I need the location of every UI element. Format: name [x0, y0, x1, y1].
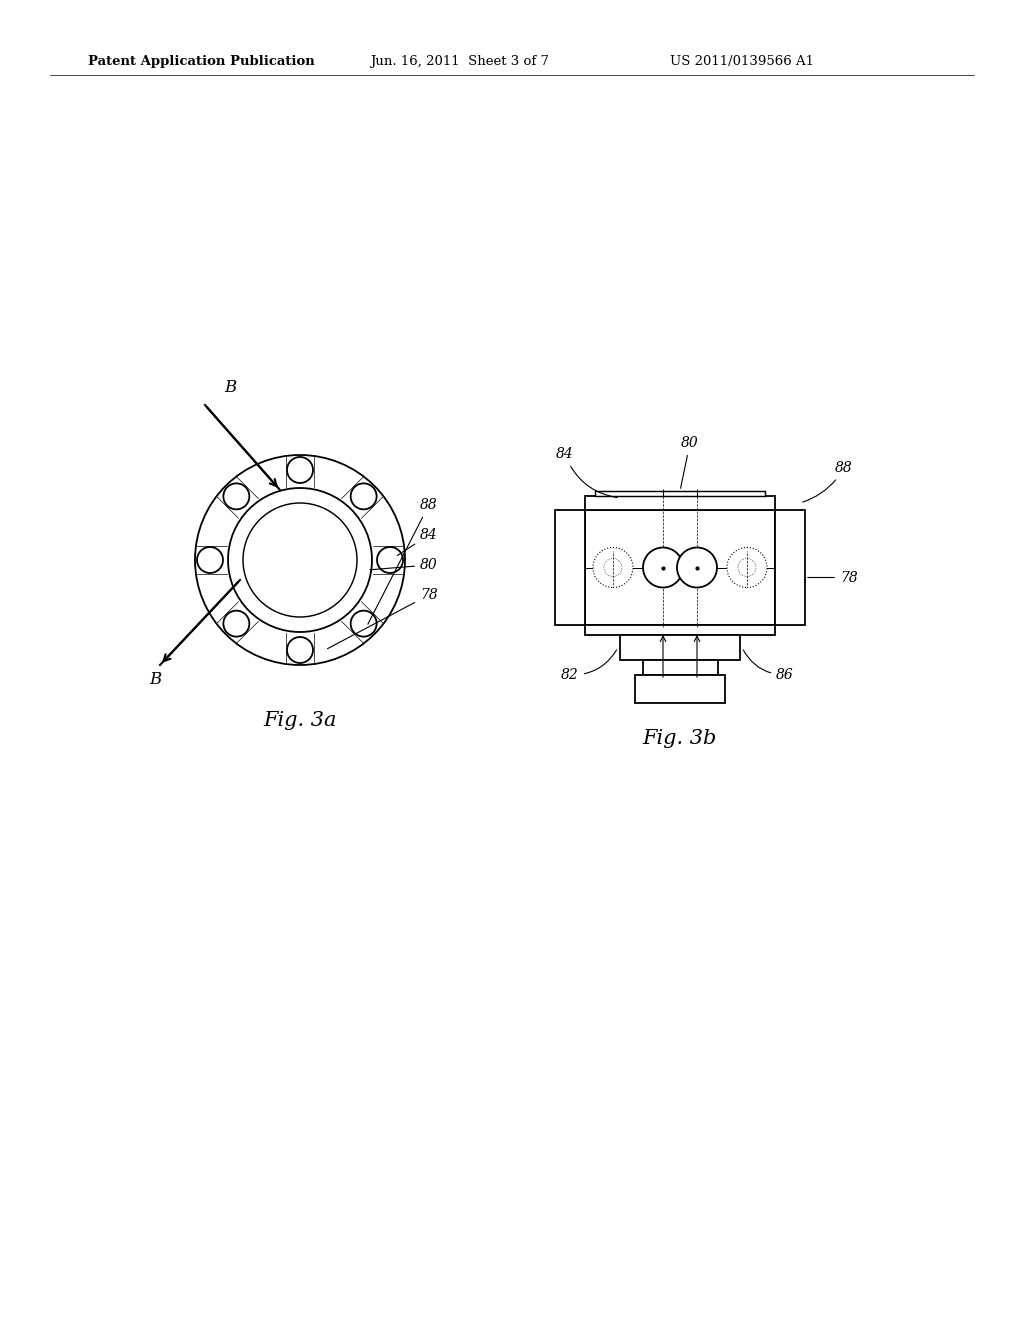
Text: 78: 78: [808, 570, 858, 585]
Bar: [595, 491, 765, 496]
Circle shape: [228, 488, 372, 632]
Circle shape: [195, 455, 406, 665]
Bar: [555, 510, 585, 624]
Circle shape: [197, 546, 223, 573]
Text: US 2011/0139566 A1: US 2011/0139566 A1: [670, 55, 814, 69]
Text: 86: 86: [743, 649, 794, 682]
Circle shape: [350, 611, 377, 636]
Text: 84: 84: [397, 528, 437, 556]
Text: 78: 78: [328, 587, 437, 648]
Bar: [585, 624, 775, 635]
Bar: [585, 496, 775, 510]
Text: Fig. 3a: Fig. 3a: [263, 710, 337, 730]
Circle shape: [223, 611, 250, 636]
Bar: [585, 510, 775, 624]
Text: 80: 80: [681, 436, 698, 488]
Bar: [635, 675, 725, 704]
Circle shape: [677, 548, 717, 587]
Text: B: B: [224, 379, 237, 396]
Text: Fig. 3b: Fig. 3b: [643, 729, 717, 747]
Text: 84: 84: [556, 447, 617, 498]
Text: 80: 80: [370, 558, 437, 572]
Text: Jun. 16, 2011  Sheet 3 of 7: Jun. 16, 2011 Sheet 3 of 7: [370, 55, 549, 69]
Circle shape: [377, 546, 403, 573]
Circle shape: [350, 483, 377, 510]
Bar: [620, 635, 740, 660]
Text: 88: 88: [368, 498, 437, 624]
Circle shape: [287, 457, 313, 483]
Text: 82: 82: [561, 649, 616, 682]
Circle shape: [287, 638, 313, 663]
Text: 88: 88: [803, 461, 853, 502]
Circle shape: [243, 503, 357, 616]
Circle shape: [643, 548, 683, 587]
Bar: [642, 660, 718, 675]
Text: Patent Application Publication: Patent Application Publication: [88, 55, 314, 69]
Circle shape: [727, 548, 767, 587]
Bar: [775, 510, 805, 624]
Circle shape: [223, 483, 250, 510]
Text: B: B: [148, 672, 161, 689]
Circle shape: [593, 548, 633, 587]
